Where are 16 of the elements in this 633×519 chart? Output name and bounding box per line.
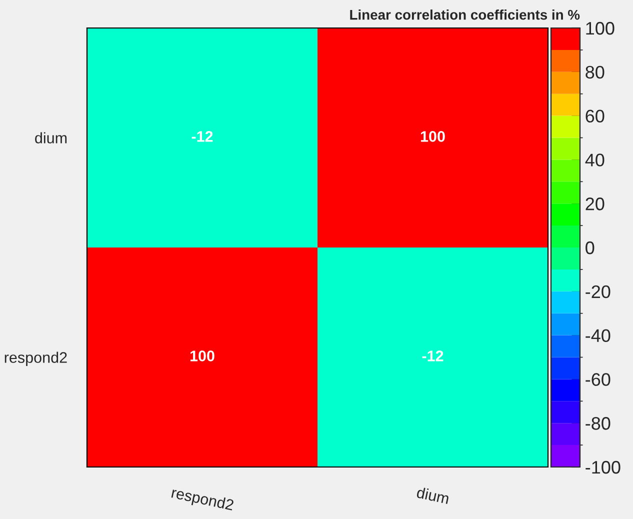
color-bar-label: 100: [586, 22, 614, 35]
data-label: -12: [422, 350, 444, 362]
color-bar-label: -80: [586, 417, 610, 430]
color-bar-label: 60: [586, 110, 604, 123]
color-bar-label: -100: [586, 460, 620, 474]
data-label: 100: [190, 350, 214, 362]
chart-title: Linear correlation coefficients in %: [350, 10, 580, 20]
data-label: -12: [192, 131, 213, 142]
color-bar-label: -40: [586, 329, 610, 342]
color-bar-label: -60: [586, 373, 610, 386]
color-bar-label: 20: [586, 198, 604, 210]
color-bar-label: 40: [585, 154, 604, 166]
data-label: 100: [420, 131, 445, 142]
color-bar-label: 80: [586, 66, 604, 79]
color-bar-label: -20: [586, 285, 610, 298]
color-bar-label: 0: [586, 241, 594, 254]
